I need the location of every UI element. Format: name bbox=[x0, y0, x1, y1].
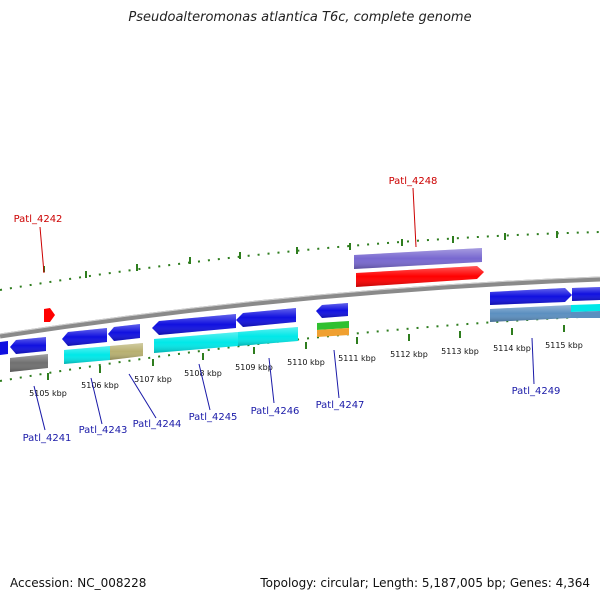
gene-label-patl-4248[interactable]: Patl_4248 bbox=[389, 176, 438, 187]
tick-label-5114: 5114 kbp bbox=[493, 344, 531, 353]
gene-labels: Patl_4242 Patl_4248 Patl_4241 Patl_4243 … bbox=[14, 176, 561, 444]
gene-label-patl-4245[interactable]: Patl_4245 bbox=[189, 412, 238, 423]
gene-label-patl-4243[interactable]: Patl_4243 bbox=[79, 425, 128, 436]
tick-label-5105: 5105 kbp bbox=[29, 389, 67, 398]
tick-label-5107: 5107 kbp bbox=[134, 375, 172, 384]
gene-label-patl-4242[interactable]: Patl_4242 bbox=[14, 214, 63, 225]
feature-blue-left-edge[interactable] bbox=[0, 341, 8, 355]
ruler-labels: 5105 kbp 5106 kbp 5107 kbp 5108 kbp 5109… bbox=[29, 341, 583, 398]
map-title: Pseudoalteromonas atlantica T6c, complet… bbox=[128, 10, 472, 25]
accession-text: Accession: NC_008228 bbox=[10, 576, 147, 590]
tick-label-5106: 5106 kbp bbox=[81, 381, 119, 390]
gene-label-patl-4249[interactable]: Patl_4249 bbox=[512, 386, 561, 397]
tick-label-5115: 5115 kbp bbox=[545, 341, 583, 350]
tick-label-5110: 5110 kbp bbox=[287, 358, 325, 367]
feature-patl-4247-green[interactable] bbox=[317, 321, 349, 330]
forward-features bbox=[44, 248, 600, 322]
genome-backbone bbox=[0, 276, 600, 339]
tick-label-5111: 5111 kbp bbox=[338, 354, 376, 363]
tick-label-5112: 5112 kbp bbox=[390, 350, 428, 359]
leader-lines bbox=[33, 187, 535, 431]
inner-tick-ring bbox=[0, 315, 600, 382]
feature-patl-4247-orange[interactable] bbox=[317, 328, 349, 337]
tick-label-5109: 5109 kbp bbox=[235, 363, 273, 372]
genome-summary-text: Topology: circular; Length: 5,187,005 bp… bbox=[260, 576, 590, 590]
gene-label-patl-4246[interactable]: Patl_4246 bbox=[251, 406, 300, 417]
feature-patl-4242-arrow[interactable] bbox=[44, 308, 55, 322]
feature-cyan-right-edge[interactable] bbox=[571, 304, 600, 312]
tick-label-5108: 5108 kbp bbox=[184, 369, 222, 378]
gene-label-patl-4244[interactable]: Patl_4244 bbox=[133, 419, 182, 430]
feature-steel-right-edge[interactable] bbox=[571, 311, 600, 318]
reverse-features bbox=[0, 303, 600, 372]
gene-label-patl-4247[interactable]: Patl_4247 bbox=[316, 400, 365, 411]
tick-label-5113: 5113 kbp bbox=[441, 347, 479, 356]
gene-label-patl-4241[interactable]: Patl_4241 bbox=[23, 433, 72, 444]
